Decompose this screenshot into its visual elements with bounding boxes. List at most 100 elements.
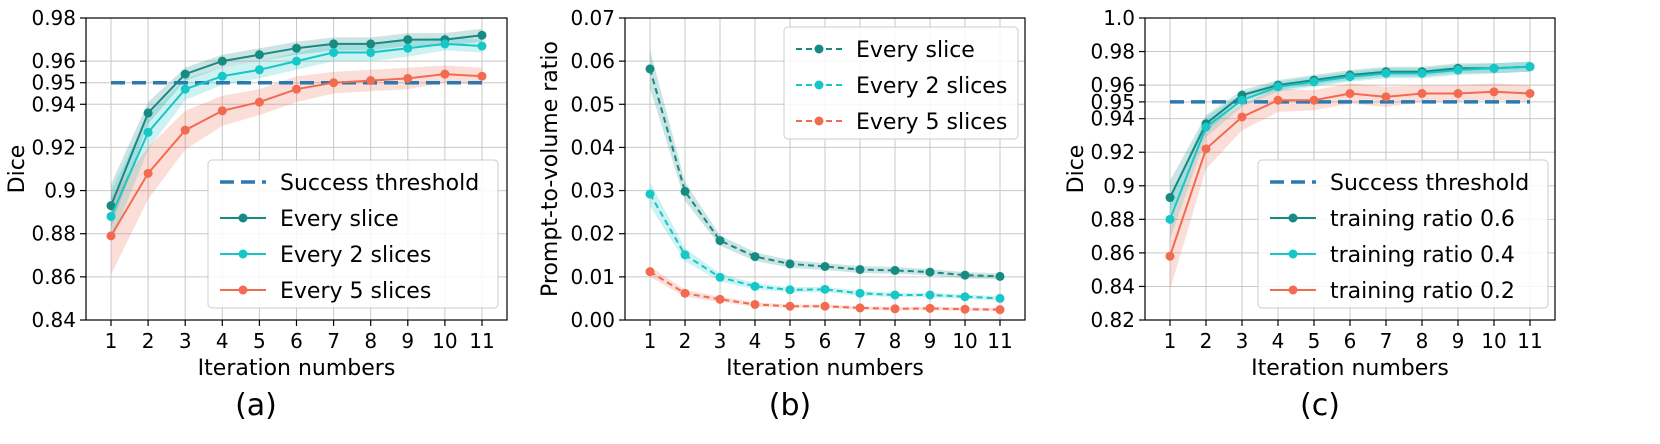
y-tick-label: 0.02: [570, 222, 615, 246]
x-tick-label: 3: [179, 329, 192, 353]
data-point: [890, 304, 900, 314]
legend-swatch-marker: [1288, 285, 1298, 295]
legend-label: Success threshold: [280, 171, 479, 196]
data-point: [890, 290, 900, 300]
legend-swatch-marker: [238, 249, 248, 259]
legend-swatch-marker: [238, 213, 248, 223]
data-point: [1201, 122, 1211, 132]
y-axis-label: Dice: [5, 145, 30, 194]
data-point: [750, 281, 760, 291]
data-point: [477, 41, 487, 51]
data-point: [680, 250, 690, 260]
axes-frame: [624, 17, 1026, 321]
data-point: [960, 304, 970, 314]
data-point: [106, 231, 116, 241]
y-tick-label: 0.86: [1090, 241, 1135, 265]
data-point: [1525, 62, 1535, 72]
panel-caption: (b): [769, 388, 811, 423]
data-point: [645, 267, 655, 277]
data-point: [925, 290, 935, 300]
x-tick-label: 9: [1452, 329, 1465, 353]
x-tick-label: 4: [1272, 329, 1285, 353]
data-point: [217, 56, 227, 66]
data-point: [925, 303, 935, 313]
data-point: [1489, 63, 1499, 73]
legend-swatch-marker: [814, 116, 824, 126]
data-point: [715, 294, 725, 304]
legend-label: Every slice: [856, 38, 975, 63]
panel-c-chart: 1 2 3 4 5 6 7 8 9 10 11 0.82 0.84 0.86 0.88 0.9 0.92 0.94…: [1064, 6, 1556, 423]
x-tick-label: 11: [987, 329, 1012, 353]
data-point: [890, 265, 900, 275]
data-point: [785, 285, 795, 295]
legend-swatch-marker: [1288, 213, 1298, 223]
y-tick-label: 0.86: [31, 265, 76, 289]
x-tick-label: 7: [1380, 329, 1393, 353]
x-tick-label: 1: [644, 329, 657, 353]
y-tick-label: 0.88: [31, 222, 76, 246]
data-point: [1165, 214, 1175, 224]
data-point: [855, 303, 865, 313]
data-point: [1345, 72, 1355, 82]
y-tick-label: 0.94: [31, 92, 76, 116]
data-point: [1273, 82, 1283, 92]
legend-swatch-marker: [814, 80, 824, 90]
y-tick-label: 0.9: [44, 179, 76, 203]
data-point: [217, 71, 227, 81]
y-axis-label: Dice: [1064, 145, 1089, 194]
data-point: [440, 39, 450, 49]
x-tick-label: 6: [1344, 329, 1357, 353]
y-tick-label: 0.9: [1103, 174, 1135, 198]
data-point: [329, 48, 339, 58]
data-point: [1165, 193, 1175, 203]
y-tick-label: 0.82: [1090, 308, 1135, 332]
data-point: [366, 39, 376, 49]
y-tick-label: 0.98: [1090, 40, 1135, 64]
x-tick-label: 2: [679, 329, 692, 353]
x-tick-label: 1: [105, 329, 118, 353]
data-point: [750, 299, 760, 309]
data-point: [1417, 68, 1427, 78]
x-tick-label: 5: [1308, 329, 1321, 353]
data-point: [403, 73, 413, 83]
data-point: [995, 293, 1005, 303]
data-point: [1453, 65, 1463, 75]
x-tick-label: 1: [1164, 329, 1177, 353]
legend: Success threshold training ratio 0.6 train…: [1257, 159, 1549, 309]
data-point: [680, 288, 690, 298]
legend: Every slice Every 2 slices Every 5 slices: [783, 26, 1019, 140]
x-tick-label: 5: [253, 329, 266, 353]
data-point: [645, 64, 655, 74]
y-tick-label: 0.03: [570, 179, 615, 203]
data-point: [180, 84, 190, 94]
x-axis-label: Iteration numbers: [198, 356, 396, 381]
data-point: [254, 65, 264, 75]
data-point: [1309, 77, 1319, 87]
data-point: [750, 252, 760, 262]
series-line: [649, 68, 1001, 278]
x-tick-label: 5: [784, 329, 797, 353]
confidence-band: [111, 37, 482, 243]
data-point: [855, 288, 865, 298]
y-axis-label: Prompt-to-volume ratio: [538, 41, 563, 297]
data-point: [329, 78, 339, 88]
data-point: [1381, 92, 1391, 102]
data-point: [1525, 89, 1535, 98]
y-tick-label: 0.96: [1090, 73, 1135, 97]
y-tick-label: 0.94: [1090, 107, 1135, 131]
data-point: [1273, 95, 1283, 105]
x-tick-label: 6: [819, 329, 832, 353]
data-point: [403, 35, 413, 45]
x-tick-label: 3: [1236, 329, 1249, 353]
data-point: [329, 39, 339, 49]
x-tick-label: 8: [1416, 329, 1429, 353]
plot-area: [645, 49, 1005, 315]
data-point: [680, 186, 690, 196]
y-tick-label: 0.01: [570, 265, 615, 289]
y-tick-label: 0.84: [1090, 274, 1135, 298]
data-point: [143, 127, 153, 137]
data-point: [1417, 89, 1427, 98]
data-point: [254, 97, 264, 107]
x-tick-label: 6: [290, 329, 303, 353]
y-tick-label: 0.98: [31, 6, 76, 30]
